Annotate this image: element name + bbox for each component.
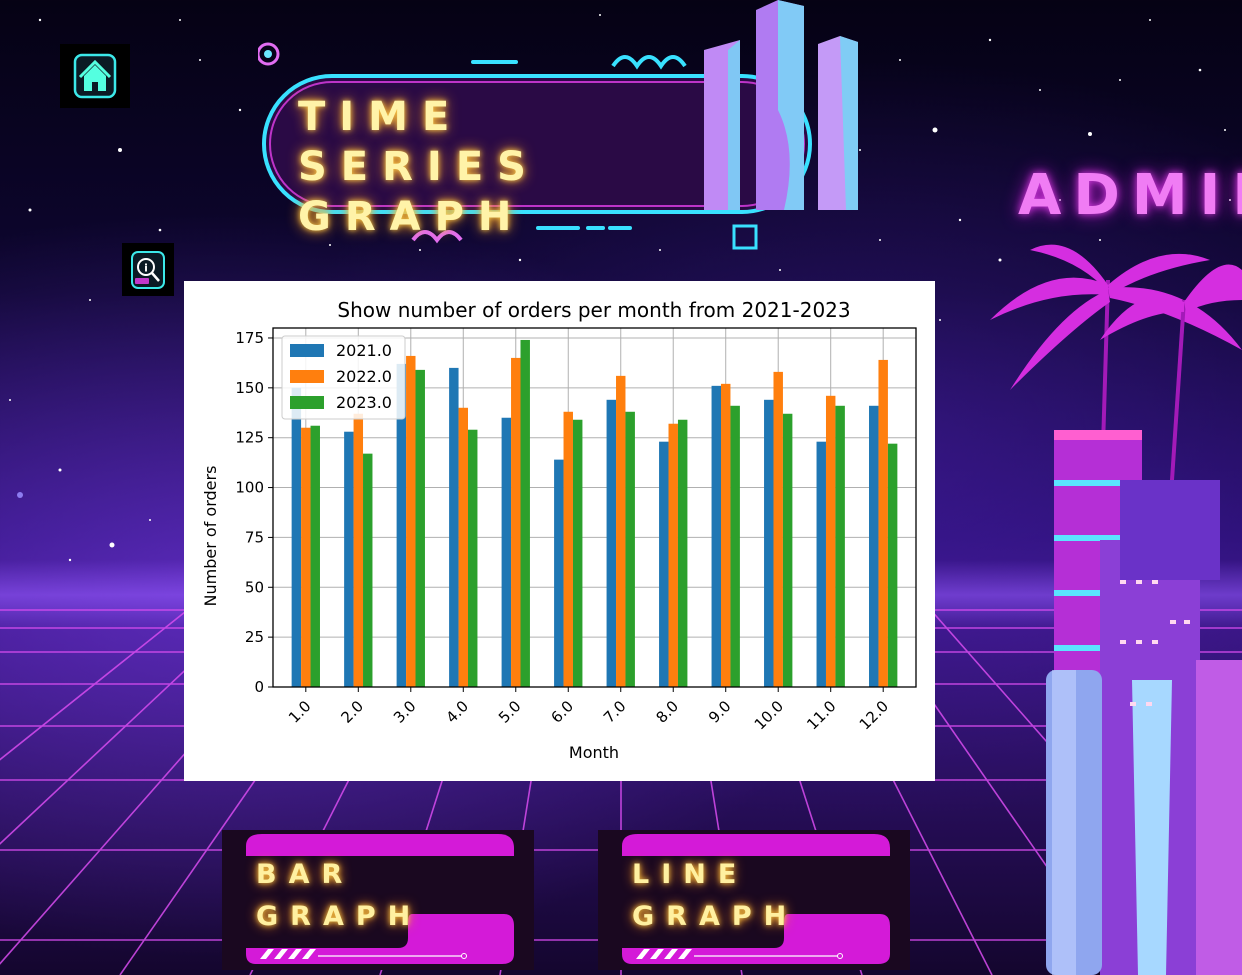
bar [554, 459, 564, 687]
bar [668, 423, 678, 687]
bar [458, 407, 468, 687]
legend-label: 2023.0 [336, 393, 392, 412]
bar [511, 357, 521, 687]
y-tick-label: 25 [245, 628, 264, 646]
info-search-icon: i [131, 250, 165, 289]
x-tick-label: 6.0 [547, 697, 577, 727]
y-tick-label: 75 [245, 528, 264, 546]
bar [606, 399, 617, 687]
y-axis-label: Number of orders [201, 466, 220, 607]
legend-swatch [290, 344, 324, 357]
svg-text:i: i [144, 261, 148, 274]
bar [835, 405, 845, 687]
bar [730, 405, 740, 687]
legend-label: 2022.0 [336, 367, 392, 386]
y-tick-label: 100 [235, 479, 264, 497]
chart-legend: 2021.0 2022.0 2023.0 [281, 335, 406, 420]
bar [363, 453, 373, 687]
page-title-line-2: GRAPH [298, 194, 526, 240]
y-tick-label: 150 [235, 379, 264, 397]
bar [301, 427, 311, 687]
y-tick-label: 50 [245, 578, 264, 596]
orders-chart: Show number of orders per month from 202… [184, 281, 935, 781]
bar [825, 395, 836, 687]
plot-frame [272, 327, 917, 688]
bar [625, 411, 635, 687]
bar [773, 371, 783, 687]
chart-bars [291, 339, 898, 687]
x-tick-label: 4.0 [443, 697, 473, 727]
home-button[interactable] [60, 44, 130, 108]
bar-chart: Show number of orders per month from 202… [201, 298, 917, 762]
bar [869, 405, 879, 687]
bar [406, 355, 416, 687]
x-tick-label: 12.0 [856, 697, 892, 733]
y-tick-label: 175 [235, 329, 264, 347]
bar [721, 383, 731, 687]
bar [501, 417, 512, 687]
y-tick-label: 0 [254, 678, 264, 696]
x-tick-label: 11.0 [803, 697, 839, 733]
x-tick-label: 10.0 [751, 697, 787, 733]
line-graph-button[interactable]: LINE GRAPH [598, 830, 910, 970]
bar [711, 385, 722, 687]
x-tick-label: 3.0 [390, 697, 420, 727]
bar [291, 387, 302, 687]
bar-graph-button[interactable]: BAR GRAPH [222, 830, 534, 970]
legend-swatch [290, 396, 324, 409]
bar [353, 413, 364, 687]
bar [310, 425, 320, 687]
bar [344, 431, 354, 687]
x-tick-label: 8.0 [652, 697, 682, 727]
x-tick-label: 7.0 [600, 697, 630, 727]
bar [764, 399, 774, 687]
line-graph-label: LINE GRAPH [632, 854, 798, 938]
page-title-line-1: TIME SERIES [298, 94, 540, 190]
bar [396, 363, 407, 687]
bar-graph-label-line-2: GRAPH [256, 901, 423, 932]
bar [563, 411, 573, 687]
line-graph-label-line-1: LINE [632, 859, 749, 890]
title-banner [258, 0, 858, 250]
home-icon [73, 53, 117, 99]
bar [782, 413, 793, 687]
bar-graph-label: BAR GRAPH [256, 854, 422, 938]
chart-title: Show number of orders per month from 202… [337, 298, 850, 322]
bar [816, 441, 826, 687]
bar [572, 419, 583, 687]
bar [659, 441, 669, 687]
y-tick-label: 125 [235, 429, 264, 447]
x-axis-ticks: 1.0 2.0 3.0 4.0 5.0 6.0 7.0 8.0 9.0 10.0 11.0 12.0 [285, 687, 892, 733]
x-axis-label: Month [569, 743, 619, 762]
legend-swatch [290, 370, 324, 383]
legend-label: 2021.0 [336, 341, 392, 360]
bar [878, 359, 888, 687]
bar-graph-label-line-1: BAR [256, 859, 355, 890]
bar [449, 367, 459, 687]
bar [616, 375, 626, 687]
x-tick-label: 5.0 [495, 697, 525, 727]
x-tick-label: 1.0 [285, 697, 315, 727]
x-tick-label: 2.0 [338, 697, 368, 727]
bar-graph-button-frame [222, 830, 534, 970]
page-title: TIME SERIES GRAPH [298, 92, 698, 242]
user-role-label: ADMIN [1018, 163, 1242, 228]
bar [415, 369, 425, 687]
city-illustration [990, 244, 1242, 975]
bar [520, 339, 530, 687]
bar [887, 443, 898, 687]
line-graph-button-frame [598, 830, 910, 970]
info-button[interactable]: i [122, 243, 174, 296]
y-axis-ticks: 0 25 50 75 100 125 150 175 [235, 329, 273, 696]
x-tick-label: 9.0 [705, 697, 735, 727]
line-graph-label-line-2: GRAPH [632, 901, 799, 932]
bar [467, 429, 478, 687]
bar [677, 419, 688, 687]
